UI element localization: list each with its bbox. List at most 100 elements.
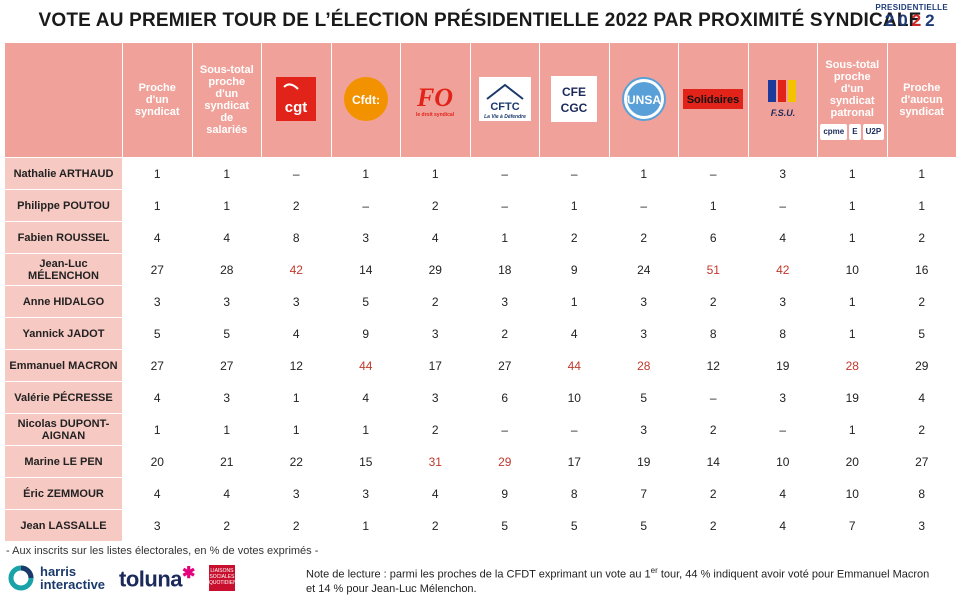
fsu-logo-icon: F.S.U. (759, 75, 806, 122)
svg-text:Solidaires: Solidaires (687, 94, 740, 106)
table-cell: 1 (330, 157, 401, 190)
candidate-name: Yannick JADOT (4, 317, 123, 350)
solidaires-logo-icon: Solidaires (683, 88, 744, 109)
table-cell: 27 (886, 445, 957, 478)
table-cell: 3 (608, 413, 679, 446)
table-cell: 3 (122, 285, 193, 318)
table-cell: 10 (817, 253, 888, 286)
table-cell: 4 (747, 509, 818, 542)
table-cell: 3 (608, 317, 679, 350)
table-cell: 3 (330, 477, 401, 510)
table-cell: 10 (817, 477, 888, 510)
table-cell: 2 (678, 285, 749, 318)
column-header-label: Sous-total proche d'un syndicat patronal (825, 59, 880, 119)
table-cell: 1 (330, 413, 401, 446)
column-header-5: CFTC La Vie à Défendre (469, 42, 540, 158)
table-row: Jean LASSALLE 3 2 2 1 2 5 5 5 2 4 7 3 (4, 509, 957, 542)
table-cell: 42 (261, 253, 332, 286)
table-cell: 1 (817, 317, 888, 350)
table-cell: 4 (539, 317, 610, 350)
table-cell: 3 (261, 285, 332, 318)
table-cell: – (539, 157, 610, 190)
svg-text:F.S.U.: F.S.U. (770, 108, 795, 118)
table-row: Nicolas DUPONT-AIGNAN 1 1 1 1 2– –3 2–1 2 (4, 413, 957, 446)
table-cell: 19 (747, 349, 818, 382)
candidate-name: Jean-Luc MÉLENCHON (4, 253, 123, 286)
table-cell: 27 (122, 253, 193, 286)
cfdt-logo-icon: Cfdt: (342, 75, 390, 123)
table-cell: 5 (191, 317, 262, 350)
table-cell: 29 (469, 445, 540, 478)
table-cell: 17 (400, 349, 471, 382)
table-cell: – (539, 413, 610, 446)
patronal-logo-0: cpme (820, 124, 848, 140)
table-cell: – (747, 413, 818, 446)
table-cell: 2 (400, 189, 471, 222)
candidate-name: Valérie PÉCRESSE (4, 381, 123, 414)
table-cell: 5 (122, 317, 193, 350)
table-cell: 29 (400, 253, 471, 286)
candidate-name: Philippe POUTOU (4, 189, 123, 222)
table-cell: 4 (886, 381, 957, 414)
table-cell: 5 (539, 509, 610, 542)
column-header-3: Cfdt: (330, 42, 401, 158)
table-cell: 2 (261, 189, 332, 222)
table-cell: 8 (886, 477, 957, 510)
table-cell: – (469, 189, 540, 222)
column-header-label: Proche d'un syndicat (134, 82, 180, 118)
table-cell: 1 (539, 189, 610, 222)
table-row: Jean-Luc MÉLENCHON 27 28 42 14 29 18 9 24 51 42 10 1… (4, 253, 957, 286)
table-row: Marine LE PEN 20 21 22 15 31 29 17 19 14 10 20 27 (4, 445, 957, 478)
table-cell: 3 (122, 509, 193, 542)
svg-text:le droit syndical: le droit syndical (416, 112, 455, 118)
table-cell: 4 (261, 317, 332, 350)
table-cell: 1 (122, 157, 193, 190)
svg-text:CFE: CFE (562, 85, 586, 99)
table-cell: 6 (678, 221, 749, 254)
table-cell: 3 (608, 285, 679, 318)
table-cell: 1 (400, 157, 471, 190)
table-cell: 2 (886, 221, 957, 254)
table-cell: 20 (817, 445, 888, 478)
table-cell: 5 (608, 381, 679, 414)
table-cell: 27 (469, 349, 540, 382)
table-cell: 1 (817, 189, 888, 222)
table-cell: 1 (191, 413, 262, 446)
toluna-logo: toluna✱ (119, 565, 195, 592)
table-cell: 3 (469, 285, 540, 318)
table-cell: 5 (608, 509, 679, 542)
table-cell: 29 (886, 349, 957, 382)
svg-text:CGC: CGC (561, 101, 588, 115)
table-cell: 1 (191, 157, 262, 190)
fo-logo-icon: FO le droit syndical (412, 75, 459, 122)
table-cell: 3 (330, 221, 401, 254)
table-cell: 3 (261, 477, 332, 510)
table-row: Valérie PÉCRESSE 4 3 1 4 3 6 10 5–3 19 4 (4, 381, 957, 414)
table-cell: 2 (400, 413, 471, 446)
table-cell: – (469, 413, 540, 446)
table-cell: 19 (608, 445, 679, 478)
table-cell: 28 (817, 349, 888, 382)
table-cell: 44 (539, 349, 610, 382)
table-cell: 24 (608, 253, 679, 286)
table-cell: 1 (191, 189, 262, 222)
table-cell: 2 (886, 413, 957, 446)
table-cell: 1 (817, 285, 888, 318)
table-cell: 1 (261, 413, 332, 446)
table-cell: 28 (608, 349, 679, 382)
candidate-name: Nathalie ARTHAUD (4, 157, 123, 190)
column-header-0: Proche d'un syndicat (122, 42, 193, 158)
table-cell: – (747, 189, 818, 222)
candidate-name: Marine LE PEN (4, 445, 123, 478)
table-row: Emmanuel MACRON 27 27 12 44 17 27 44 28 12 19 28 29 (4, 349, 957, 382)
liaisons-sociales-logo: LIAISONS SOCIALES QUOTIDIEN (208, 565, 237, 591)
table-cell: 20 (122, 445, 193, 478)
table-cell: 4 (400, 221, 471, 254)
table-cell: 22 (261, 445, 332, 478)
table-cell: 16 (886, 253, 957, 286)
table-cell: 1 (122, 189, 193, 222)
page-title: VOTE AU PREMIER TOUR DE L’ÉLECTION PRÉSI… (38, 10, 922, 31)
cgt-logo-icon: cgt (276, 76, 317, 121)
candidate-name: Fabien ROUSSEL (4, 221, 123, 254)
table-cell: 2 (400, 285, 471, 318)
